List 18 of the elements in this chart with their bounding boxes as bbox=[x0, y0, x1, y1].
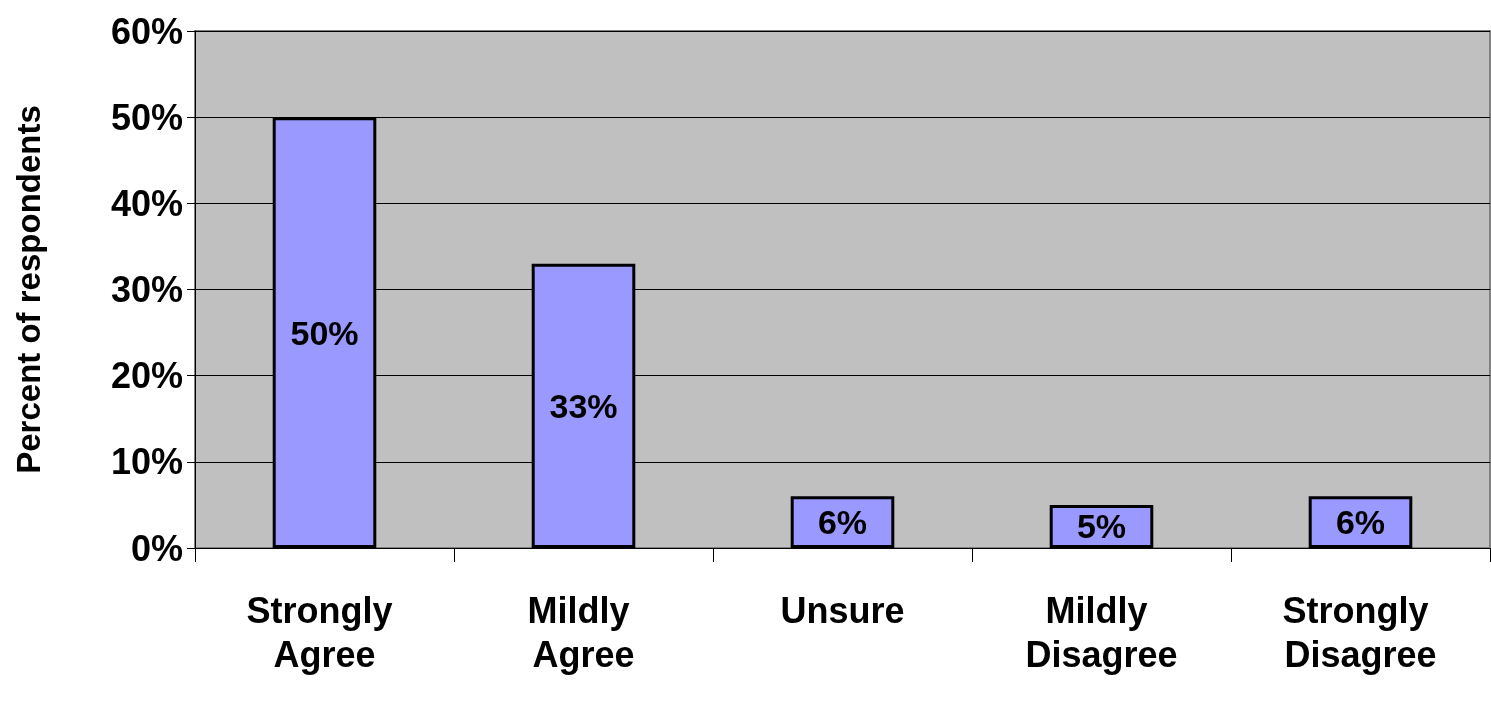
y-tick-label: 30% bbox=[110, 269, 183, 310]
data-label: 6% bbox=[1335, 503, 1386, 542]
x-tick-label: Unsure bbox=[780, 589, 905, 631]
y-tick-label: 10% bbox=[110, 441, 183, 483]
x-tick-label: Strongly Disagree bbox=[1282, 589, 1439, 675]
x-tick-label: Mildly Disagree bbox=[1025, 589, 1178, 675]
y-tick-label: 40% bbox=[110, 182, 183, 224]
y-axis-title: Percent of respondents bbox=[10, 105, 47, 474]
data-label: 5% bbox=[1076, 507, 1127, 546]
y-tick-label: 20% bbox=[110, 355, 183, 397]
y-tick-label: 50% bbox=[110, 96, 183, 138]
data-label: 6% bbox=[817, 503, 868, 542]
x-tick-label: Strongly Agree bbox=[246, 589, 403, 675]
data-label: 50% bbox=[290, 313, 359, 352]
y-tick-label: 0% bbox=[130, 527, 183, 569]
y-tick-label: 60% bbox=[110, 10, 183, 52]
data-label: 33% bbox=[549, 386, 618, 425]
x-tick-label: Mildly Agree bbox=[527, 589, 640, 675]
